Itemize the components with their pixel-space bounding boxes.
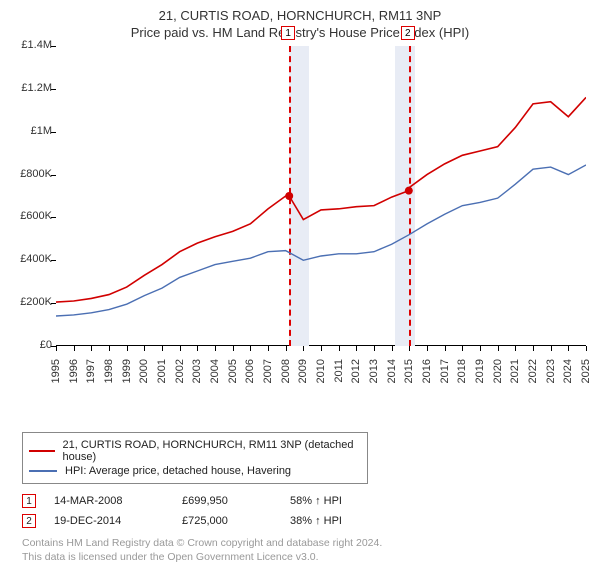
x-axis-label: 2000 (138, 359, 150, 389)
y-axis-label: £1.4M (8, 39, 52, 51)
x-axis-label: 2024 (562, 359, 574, 389)
x-axis-label: 2016 (421, 359, 433, 389)
series-line-price_paid (56, 97, 586, 302)
event-pct: 38% ↑ HPI (290, 515, 390, 527)
event-marker-icon: 1 (22, 494, 36, 508)
x-axis-label: 2014 (386, 359, 398, 389)
x-axis-label: 2022 (527, 359, 539, 389)
chart-subtitle: Price paid vs. HM Land Registry's House … (8, 25, 592, 40)
series-line-hpi (56, 165, 586, 316)
footer-line: This data is licensed under the Open Gov… (22, 550, 592, 564)
x-axis-label: 2008 (280, 359, 292, 389)
x-axis-label: 2011 (333, 359, 345, 389)
legend-item: HPI: Average price, detached house, Have… (29, 465, 361, 477)
event-marker-icon: 2 (22, 514, 36, 528)
x-axis-label: 1998 (103, 359, 115, 389)
x-axis-label: 2005 (227, 359, 239, 389)
y-axis-label: £400K (8, 253, 52, 265)
legend-item: 21, CURTIS ROAD, HORNCHURCH, RM11 3NP (d… (29, 439, 361, 463)
event-price: £699,950 (182, 495, 272, 507)
chart-title: 21, CURTIS ROAD, HORNCHURCH, RM11 3NP (8, 8, 592, 23)
x-axis-label: 2004 (209, 359, 221, 389)
x-axis-label: 1996 (68, 359, 80, 389)
event-date: 19-DEC-2014 (54, 515, 164, 527)
y-axis-label: £600K (8, 210, 52, 222)
y-axis-label: £1.2M (8, 82, 52, 94)
x-axis-label: 2013 (368, 359, 380, 389)
y-axis-label: £0 (8, 339, 52, 351)
chart-area: 12 £0£200K£400K£600K£800K£1M£1.2M£1.4M 1… (8, 46, 592, 386)
footer-line: Contains HM Land Registry data © Crown c… (22, 536, 592, 550)
event-table: 1 14-MAR-2008 £699,950 58% ↑ HPI 2 19-DEC-201… (22, 494, 592, 528)
y-axis-label: £1M (8, 125, 52, 137)
x-axis-label: 2025 (580, 359, 592, 389)
x-axis-label: 1997 (85, 359, 97, 389)
event-date: 14-MAR-2008 (54, 495, 164, 507)
event-marker: 2 (401, 26, 415, 40)
x-axis-label: 1999 (121, 359, 133, 389)
x-axis-label: 2010 (315, 359, 327, 389)
event-price: £725,000 (182, 515, 272, 527)
x-axis-label: 2002 (174, 359, 186, 389)
x-axis-label: 1995 (50, 359, 62, 389)
legend-swatch (29, 450, 55, 452)
event-marker: 1 (281, 26, 295, 40)
event-dot (405, 187, 413, 195)
y-axis-label: £800K (8, 168, 52, 180)
x-axis-label: 2003 (191, 359, 203, 389)
x-axis-label: 2018 (456, 359, 468, 389)
x-axis-label: 2017 (439, 359, 451, 389)
legend-swatch (29, 470, 57, 472)
legend-label: 21, CURTIS ROAD, HORNCHURCH, RM11 3NP (d… (63, 439, 362, 463)
x-axis-label: 2015 (403, 359, 415, 389)
x-axis-label: 2020 (492, 359, 504, 389)
event-row: 1 14-MAR-2008 £699,950 58% ↑ HPI (22, 494, 592, 508)
x-axis-label: 2001 (156, 359, 168, 389)
event-dot (285, 192, 293, 200)
x-axis-label: 2007 (262, 359, 274, 389)
event-row: 2 19-DEC-2014 £725,000 38% ↑ HPI (22, 514, 592, 528)
x-axis-label: 2006 (244, 359, 256, 389)
legend: 21, CURTIS ROAD, HORNCHURCH, RM11 3NP (d… (22, 432, 368, 484)
x-axis-label: 2021 (509, 359, 521, 389)
plot-region: 12 (56, 46, 586, 346)
event-pct: 58% ↑ HPI (290, 495, 390, 507)
line-canvas (56, 46, 586, 346)
x-axis-label: 2009 (297, 359, 309, 389)
x-axis-label: 2019 (474, 359, 486, 389)
legend-label: HPI: Average price, detached house, Have… (65, 465, 291, 477)
x-axis-label: 2023 (545, 359, 557, 389)
y-axis-label: £200K (8, 296, 52, 308)
x-axis-label: 2012 (350, 359, 362, 389)
